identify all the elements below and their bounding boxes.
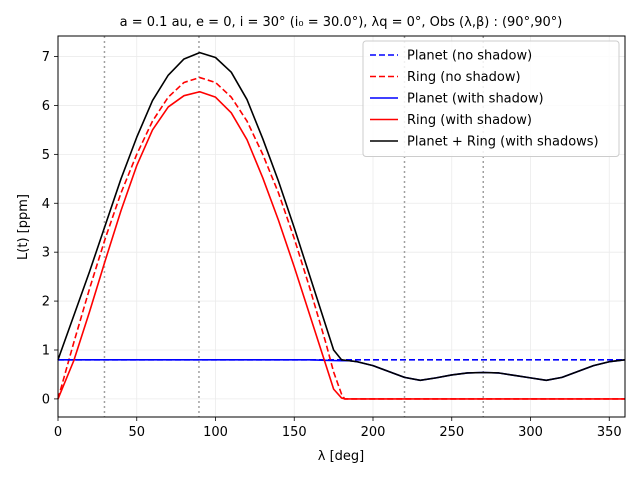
y-tick-label: 6 [42, 99, 50, 114]
x-tick-label: 0 [54, 425, 62, 440]
chart-title: a = 0.1 au, e = 0, i = 30° (i₀ = 30.0°),… [120, 15, 563, 30]
x-tick-label: 300 [518, 425, 543, 440]
y-tick-label: 2 [42, 295, 50, 310]
legend: Planet (no shadow) Ring (no shadow) Planet… [362, 40, 620, 157]
y-tick-label: 0 [42, 392, 50, 407]
x-tick-label: 50 [128, 425, 145, 440]
y-axis-label: L(t) [ppm] [16, 194, 31, 260]
x-tick-label: 150 [282, 425, 307, 440]
legend-label: Planet + Ring (with shadows) [407, 135, 599, 150]
legend-label: Ring (with shadow) [407, 113, 532, 128]
tick-layer: 0 50 100 150 200 250 300 350 0 1 2 3 4 5 6 7 [42, 50, 622, 440]
y-tick-label: 4 [42, 197, 50, 212]
y-tick-label: 3 [42, 246, 50, 261]
legend-label: Planet (with shadow) [407, 92, 544, 107]
series-line [57, 51, 626, 382]
y-tick-label: 7 [42, 50, 50, 65]
x-tick-label: 200 [361, 425, 386, 440]
x-tick-label: 250 [439, 425, 464, 440]
legend-label: Ring (no shadow) [407, 70, 521, 85]
plot-frame [57, 35, 626, 418]
y-tick-label: 1 [42, 343, 50, 358]
x-tick-label: 350 [597, 425, 622, 440]
series-layer [57, 51, 626, 400]
legend-label: Planet (no shadow) [407, 49, 532, 64]
x-axis-label: λ [deg] [318, 449, 364, 464]
series-line [57, 90, 625, 400]
x-tick-label: 100 [203, 425, 228, 440]
legend-box [362, 40, 620, 157]
y-tick-label: 5 [42, 148, 50, 163]
